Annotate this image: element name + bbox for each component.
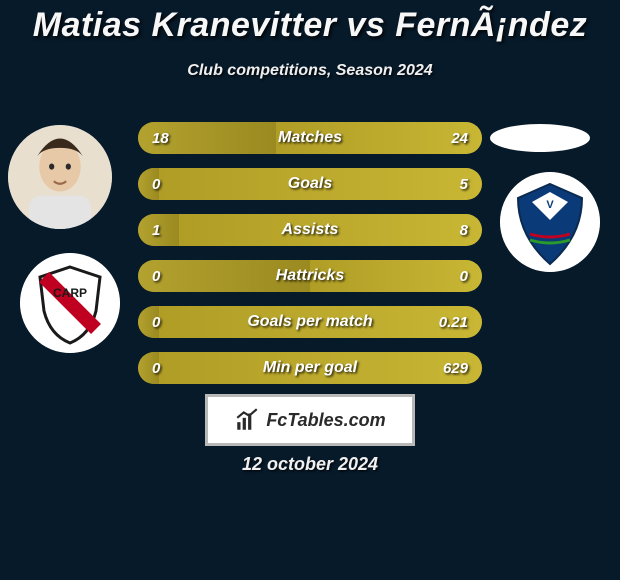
stat-bars: 1824Matches05Goals18Assists00Hattricks00… <box>138 122 482 398</box>
stat-row: 0629Min per goal <box>138 352 482 384</box>
right-club-crest: V <box>500 172 600 272</box>
stat-value-left: 0 <box>152 352 160 384</box>
stat-value-left: 0 <box>152 260 160 292</box>
shield-icon: V <box>500 172 600 272</box>
stat-value-left: 1 <box>152 214 160 246</box>
stat-row: 00.21Goals per match <box>138 306 482 338</box>
stat-value-right: 5 <box>460 168 468 200</box>
stat-row: 18Assists <box>138 214 482 246</box>
shield-icon: CARP <box>20 253 120 353</box>
stat-value-left: 0 <box>152 168 160 200</box>
stat-row: 00Hattricks <box>138 260 482 292</box>
stat-value-left: 18 <box>152 122 169 154</box>
stat-value-right: 24 <box>451 122 468 154</box>
stat-value-right: 629 <box>443 352 468 384</box>
stat-bar-right <box>310 260 482 292</box>
stat-value-left: 0 <box>152 306 160 338</box>
stat-bar-left <box>138 260 310 292</box>
svg-text:CARP: CARP <box>53 286 87 300</box>
brand-badge: FcTables.com <box>205 394 415 446</box>
stat-bar-right <box>159 352 482 384</box>
stat-bar-right <box>159 168 482 200</box>
stat-row: 05Goals <box>138 168 482 200</box>
svg-text:V: V <box>546 199 554 211</box>
date: 12 october 2024 <box>0 454 620 475</box>
chart-icon <box>234 407 260 433</box>
title: Matias Kranevitter vs FernÃ¡ndez <box>0 6 620 45</box>
person-icon <box>8 125 112 229</box>
brand-text: FcTables.com <box>266 410 385 431</box>
stat-value-right: 0.21 <box>439 306 468 338</box>
left-player-portrait <box>8 125 112 229</box>
stat-value-right: 0 <box>460 260 468 292</box>
stat-value-right: 8 <box>460 214 468 246</box>
stat-bar-right <box>159 306 482 338</box>
stat-row: 1824Matches <box>138 122 482 154</box>
subtitle: Club competitions, Season 2024 <box>0 62 620 80</box>
stat-bar-right <box>179 214 482 246</box>
right-player-placeholder <box>490 124 590 152</box>
left-club-crest: CARP <box>20 253 120 353</box>
